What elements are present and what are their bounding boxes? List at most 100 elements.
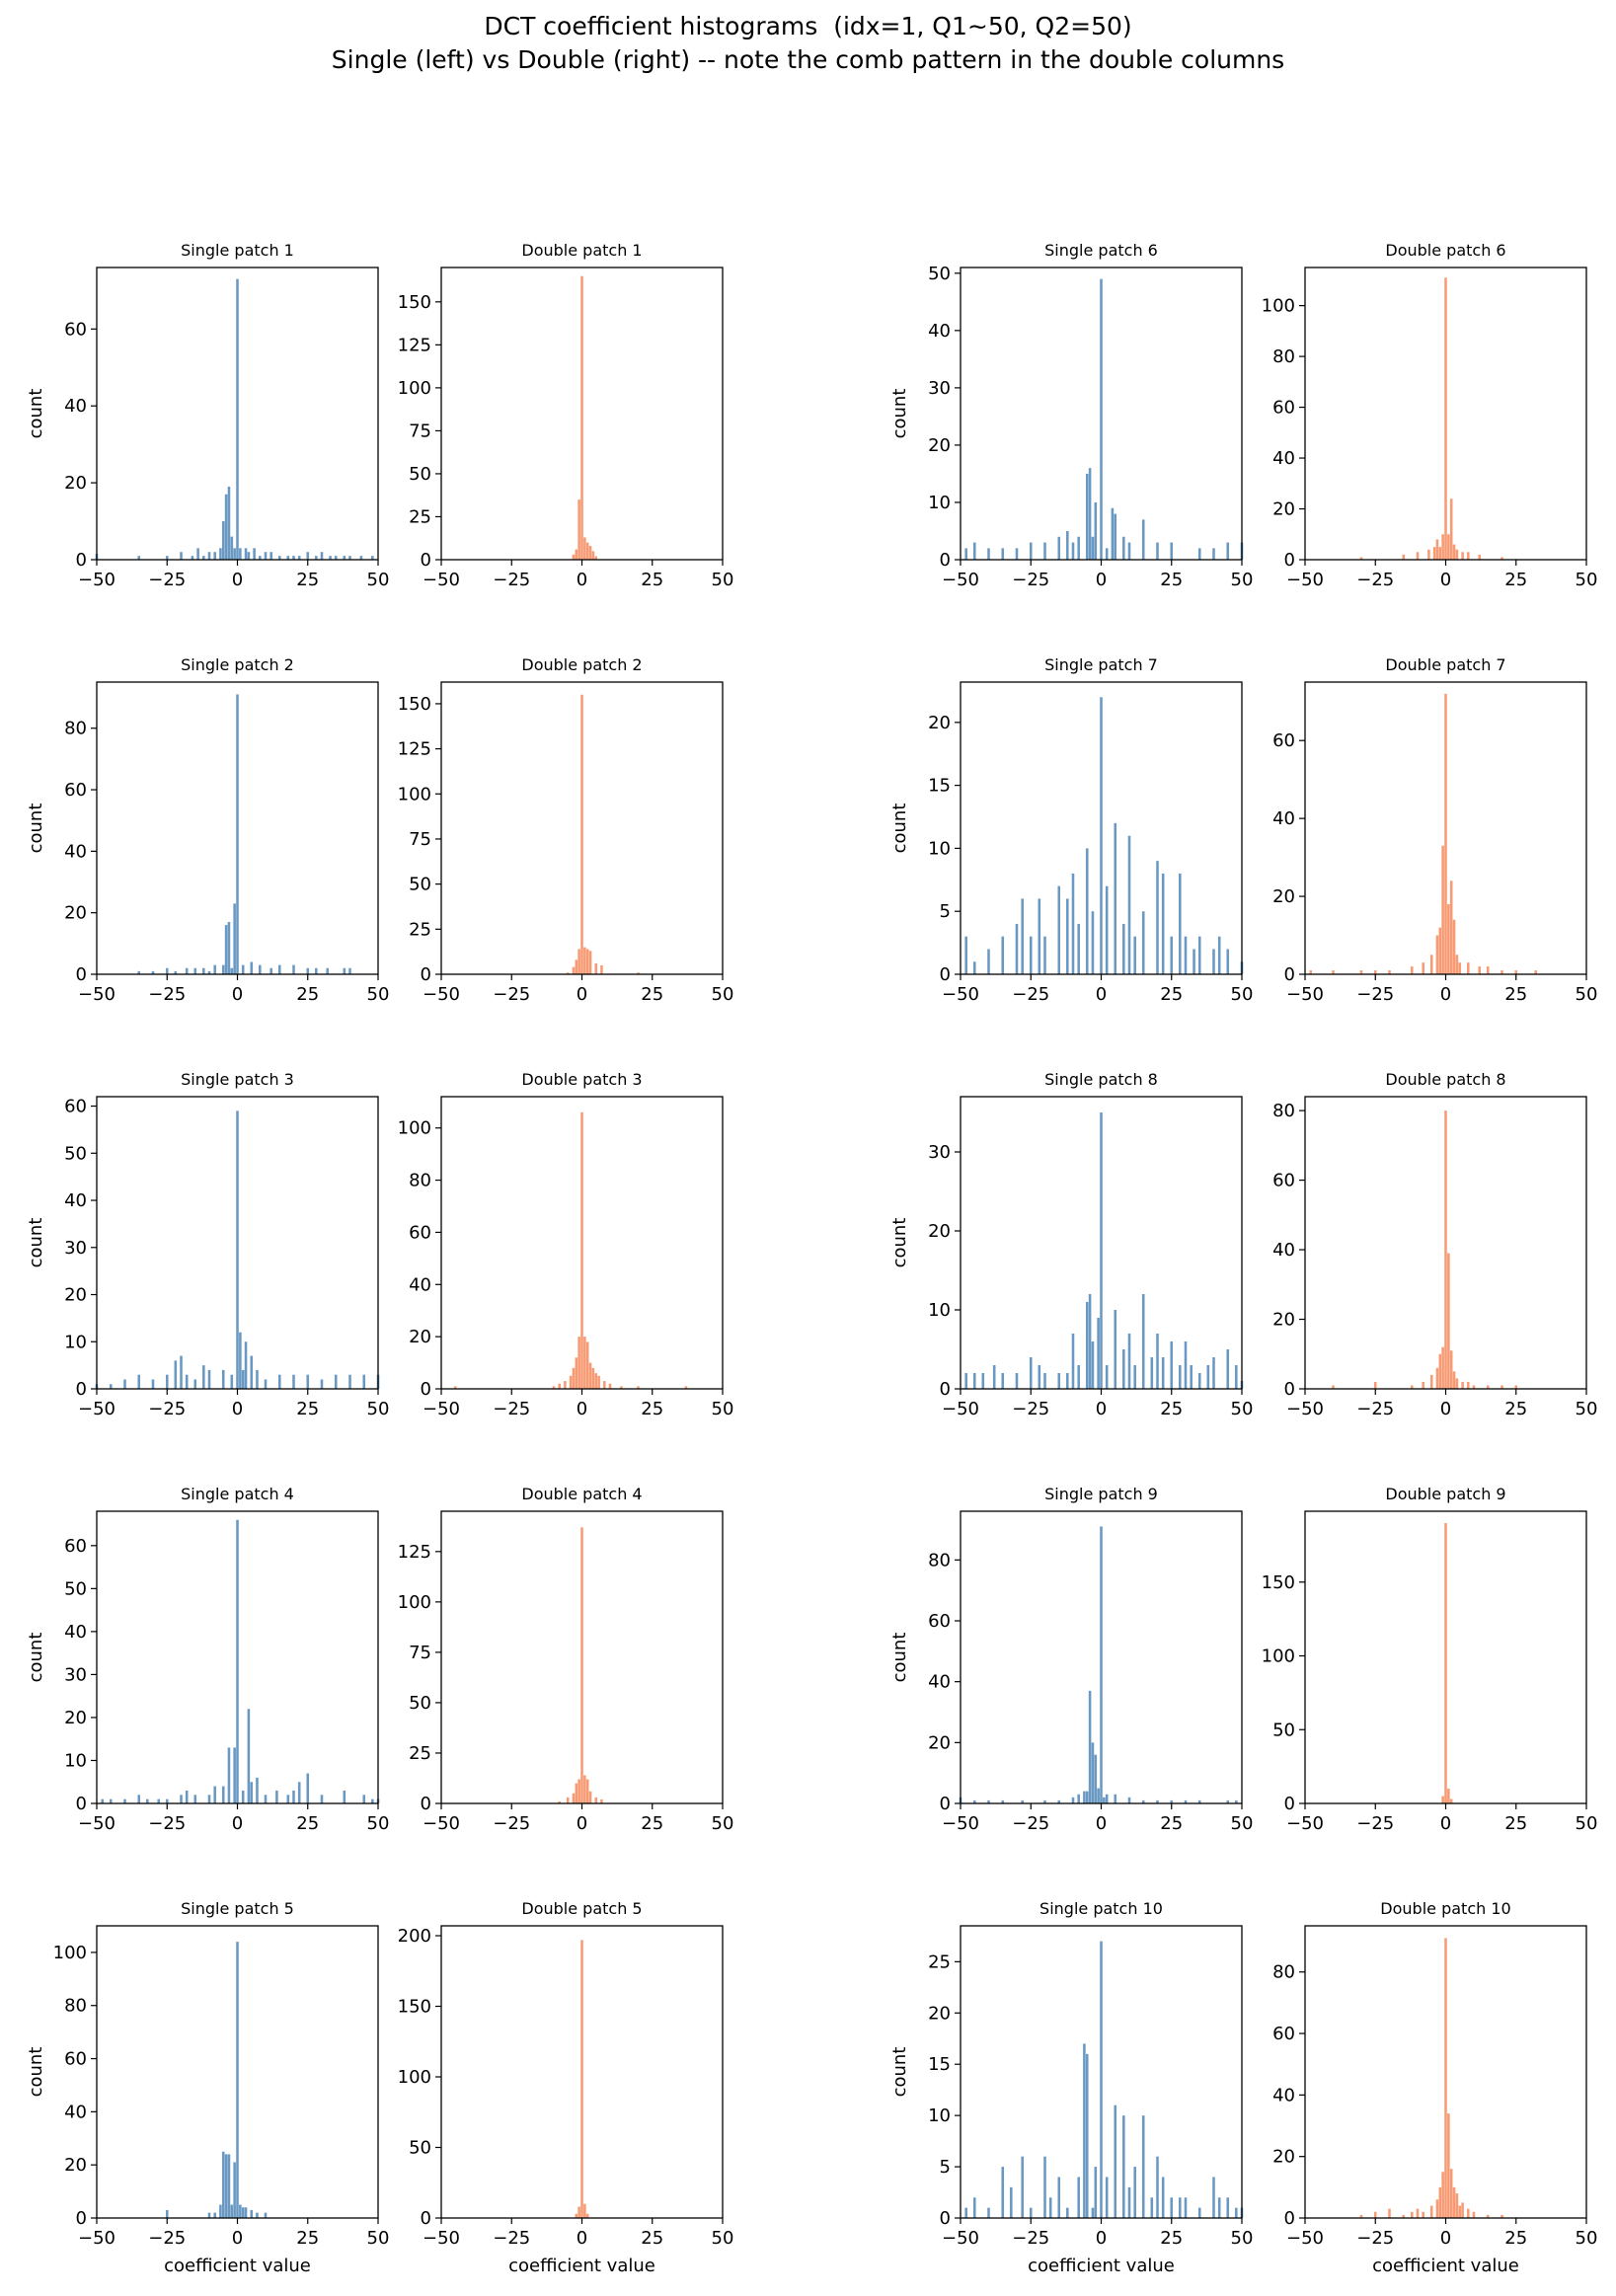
histogram-bar bbox=[244, 548, 248, 560]
histogram-bar bbox=[1235, 1799, 1238, 1803]
histogram-bar bbox=[1021, 898, 1024, 974]
y-tick-label: 25 bbox=[928, 1952, 951, 1972]
histogram-bar bbox=[1501, 2214, 1503, 2218]
histogram-bar bbox=[1057, 536, 1061, 560]
y-tick-label: 0 bbox=[1284, 964, 1295, 985]
x-axis-label: coefficient value bbox=[164, 2256, 311, 2276]
histogram-bar bbox=[1094, 501, 1098, 560]
x-tick-label: −25 bbox=[1012, 570, 1049, 590]
histogram-bar bbox=[1411, 2211, 1414, 2218]
histogram-bar bbox=[1170, 1341, 1174, 1389]
x-tick-label: −50 bbox=[78, 1399, 115, 1419]
histogram-bar bbox=[1226, 2197, 1230, 2218]
histogram-bar bbox=[572, 1367, 576, 1389]
histogram-bar bbox=[207, 1369, 211, 1389]
histogram-bar bbox=[1438, 1353, 1442, 1389]
histogram-bar bbox=[320, 1795, 324, 1803]
y-tick-label: 60 bbox=[409, 1222, 431, 1243]
histogram-bar bbox=[1486, 1385, 1490, 1389]
y-tick-label: 100 bbox=[1262, 1646, 1295, 1667]
x-tick-label: 50 bbox=[367, 1399, 390, 1419]
histogram-bar bbox=[1057, 1373, 1061, 1389]
x-tick-label: 50 bbox=[1231, 570, 1254, 590]
histogram-bar bbox=[1085, 1791, 1089, 1803]
histogram-bar bbox=[1001, 1799, 1005, 1803]
histogram-bar bbox=[174, 970, 178, 974]
histogram-bar bbox=[326, 967, 329, 974]
y-tick-label: 40 bbox=[64, 2102, 87, 2122]
y-tick-label: 50 bbox=[64, 1143, 87, 1164]
x-tick-label: −50 bbox=[1286, 1813, 1324, 1834]
histogram-bar bbox=[1122, 1349, 1125, 1389]
histogram-bar bbox=[233, 2162, 236, 2218]
histogram-bar bbox=[239, 548, 242, 560]
panel-single-patch-1: −50 −25 0 25 50 0 20 40 60 Single patch 1 count bbox=[26, 241, 389, 590]
x-tick-label: 0 bbox=[1096, 984, 1107, 1005]
histogram-bar bbox=[1478, 966, 1481, 974]
histogram-bar bbox=[1184, 1341, 1188, 1389]
histogram-bar bbox=[1435, 2199, 1439, 2218]
y-axis-label: count bbox=[26, 389, 46, 439]
histogram-bar bbox=[233, 1747, 236, 1803]
histogram-bar bbox=[292, 556, 295, 560]
histogram-bar bbox=[180, 552, 183, 560]
histogram-bar bbox=[180, 1355, 183, 1389]
histogram-bar bbox=[1179, 2197, 1182, 2218]
histogram-bar bbox=[1193, 949, 1195, 974]
y-tick-label: 40 bbox=[64, 841, 87, 862]
histogram-bar bbox=[1452, 919, 1456, 974]
histogram-bar bbox=[306, 1374, 310, 1389]
x-tick-label: −50 bbox=[423, 570, 460, 590]
histogram-bar bbox=[577, 949, 580, 974]
histogram-bar bbox=[1105, 2177, 1109, 2218]
histogram-bar bbox=[213, 552, 216, 560]
histogram-bar bbox=[1486, 966, 1490, 974]
histogram-bar bbox=[221, 964, 225, 974]
histogram-bar bbox=[1088, 1690, 1092, 1803]
histogram-bar bbox=[572, 966, 576, 974]
y-tick-label: 60 bbox=[928, 1611, 951, 1632]
histogram-bar bbox=[1077, 2177, 1080, 2218]
y-tick-label: 75 bbox=[409, 1643, 431, 1663]
histogram-bar bbox=[585, 1779, 589, 1803]
histogram-bar bbox=[1472, 1385, 1476, 1389]
histogram-bar bbox=[1077, 1365, 1080, 1389]
x-tick-label: 0 bbox=[1440, 570, 1451, 590]
histogram-bar bbox=[1114, 513, 1117, 560]
histogram-bar bbox=[1077, 536, 1080, 560]
histogram-bar bbox=[1071, 1334, 1075, 1389]
histogram-bar bbox=[1100, 278, 1103, 560]
y-tick-label: 60 bbox=[64, 1536, 87, 1557]
panel-double-patch-3: −50 −25 0 25 50 0 20 40 60 80 100 Double patch 3 bbox=[398, 1070, 734, 1419]
panel-title: Single patch 5 bbox=[181, 1899, 294, 1918]
y-tick-label: 60 bbox=[1272, 730, 1295, 751]
histogram-bar bbox=[1449, 498, 1453, 560]
histogram-bar bbox=[577, 1337, 580, 1389]
x-tick-label: 0 bbox=[1440, 1399, 1451, 1419]
panel-double-patch-9: −50 −25 0 25 50 0 50 100 150 Double patch 9 bbox=[1262, 1485, 1598, 1834]
y-tick-label: 50 bbox=[409, 2138, 431, 2159]
histogram-bar bbox=[1085, 473, 1089, 560]
y-tick-label: 40 bbox=[1272, 1240, 1295, 1261]
panel-title: Double patch 3 bbox=[521, 1070, 642, 1089]
histogram-bar bbox=[1197, 548, 1201, 560]
y-tick-label: 0 bbox=[421, 964, 431, 985]
y-tick-label: 40 bbox=[928, 321, 951, 342]
histogram-bar bbox=[1455, 1378, 1459, 1389]
panel-single-patch-8: −50 −25 0 25 50 0 10 20 30 Single patch 8 count bbox=[889, 1070, 1253, 1419]
y-tick-label: 40 bbox=[409, 1274, 431, 1295]
panel-double-patch-1: −50 −25 0 25 50 0 25 50 75 100 125 150 Double patch … bbox=[398, 241, 734, 590]
histogram-bar bbox=[637, 1386, 640, 1389]
histogram-bar bbox=[577, 2206, 580, 2218]
y-tick-label: 50 bbox=[409, 464, 431, 485]
x-tick-label: 25 bbox=[1504, 1813, 1527, 1834]
histogram-bar bbox=[1057, 1799, 1061, 1803]
x-tick-label: −25 bbox=[148, 570, 186, 590]
histogram-bar bbox=[1105, 1365, 1109, 1389]
panel-double-patch-7: −50 −25 0 25 50 0 20 40 60 Double patch 7 bbox=[1272, 655, 1597, 1005]
y-tick-label: 75 bbox=[409, 829, 431, 850]
y-tick-label: 0 bbox=[421, 1379, 431, 1400]
histogram-bar bbox=[1501, 557, 1503, 560]
y-tick-label: 20 bbox=[64, 2155, 87, 2176]
histogram-bar bbox=[1422, 962, 1424, 974]
